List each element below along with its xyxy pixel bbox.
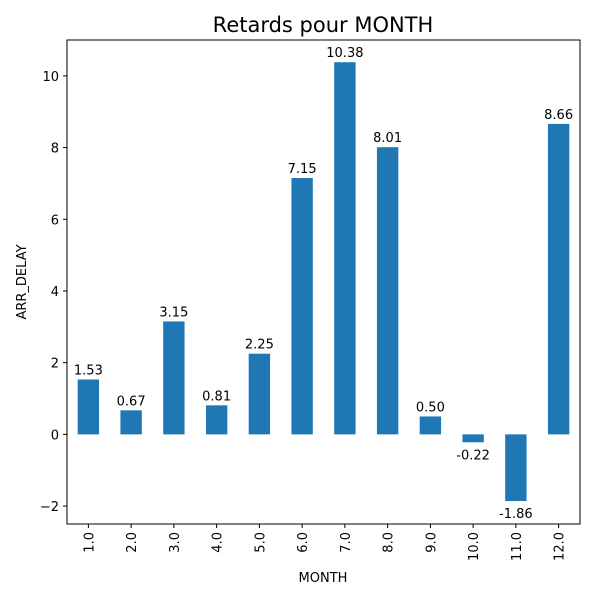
y-tick-label-4: 4 xyxy=(51,285,59,300)
data-label-4.0: 0.81 xyxy=(202,389,231,404)
bar-7.0 xyxy=(334,62,356,435)
x-axis-label: MONTH xyxy=(299,571,348,586)
y-tick-label-6: 6 xyxy=(51,213,59,228)
x-tick-label-12.0: 12.0 xyxy=(553,532,568,561)
y-axis: −2 0 2 4 6 8 10 xyxy=(40,70,67,515)
bars-group xyxy=(77,62,570,502)
x-tick-label-5.0: 5.0 xyxy=(253,532,268,553)
data-label-3.0: 3.15 xyxy=(159,305,188,320)
x-axis: 1.0 2.0 3.0 4.0 5.0 6.0 7.0 8.0 9.0 10.0 11.0 12.0 xyxy=(82,524,568,561)
x-tick-label-1.0: 1.0 xyxy=(82,532,97,553)
data-label-5.0: 2.25 xyxy=(245,338,274,353)
chart-title: Retards pour MONTH xyxy=(213,13,434,37)
bar-6.0 xyxy=(291,178,313,435)
bar-11.0 xyxy=(505,434,527,502)
bar-5.0 xyxy=(248,353,271,435)
bar-9.0 xyxy=(419,416,442,435)
data-label-11.0: -1.86 xyxy=(499,507,533,522)
bar-10.0 xyxy=(462,434,484,443)
y-tick-label-2: 2 xyxy=(51,357,59,372)
y-tick-label-8: 8 xyxy=(51,142,59,157)
x-tick-label-7.0: 7.0 xyxy=(339,532,354,553)
data-label-12.0: 8.66 xyxy=(544,108,573,123)
y-tick-label--2: −2 xyxy=(40,500,59,515)
plot-frame xyxy=(66,39,581,525)
data-label-7.0: 10.38 xyxy=(326,46,363,61)
x-tick-label-3.0: 3.0 xyxy=(168,532,183,553)
bar-8.0 xyxy=(376,147,399,435)
data-label-10.0: -0.22 xyxy=(456,448,490,463)
data-label-6.0: 7.15 xyxy=(288,162,317,177)
bar-12.0 xyxy=(547,123,570,435)
data-label-2.0: 0.67 xyxy=(117,394,146,409)
y-tick-label-10: 10 xyxy=(42,70,59,85)
data-label-9.0: 0.50 xyxy=(416,400,445,415)
x-tick-label-4.0: 4.0 xyxy=(211,532,226,553)
data-labels-group: 1.53 0.67 3.15 0.81 2.25 7.15 10.38 8.01 0.50 -0.… xyxy=(74,46,573,522)
y-axis-label: ARR_DELAY xyxy=(15,244,30,319)
x-tick-label-11.0: 11.0 xyxy=(510,532,525,561)
data-label-8.0: 8.01 xyxy=(373,131,402,146)
data-label-1.0: 1.53 xyxy=(74,364,103,379)
x-tick-label-8.0: 8.0 xyxy=(382,532,397,553)
x-tick-label-2.0: 2.0 xyxy=(125,532,140,553)
bar-2.0 xyxy=(120,410,142,435)
y-tick-label-0: 0 xyxy=(51,428,59,443)
x-tick-label-9.0: 9.0 xyxy=(424,532,439,553)
bar-1.0 xyxy=(77,379,100,435)
x-tick-label-6.0: 6.0 xyxy=(296,532,311,553)
bar-3.0 xyxy=(163,321,185,435)
bar-4.0 xyxy=(205,405,228,435)
x-tick-label-10.0: 10.0 xyxy=(467,532,482,561)
